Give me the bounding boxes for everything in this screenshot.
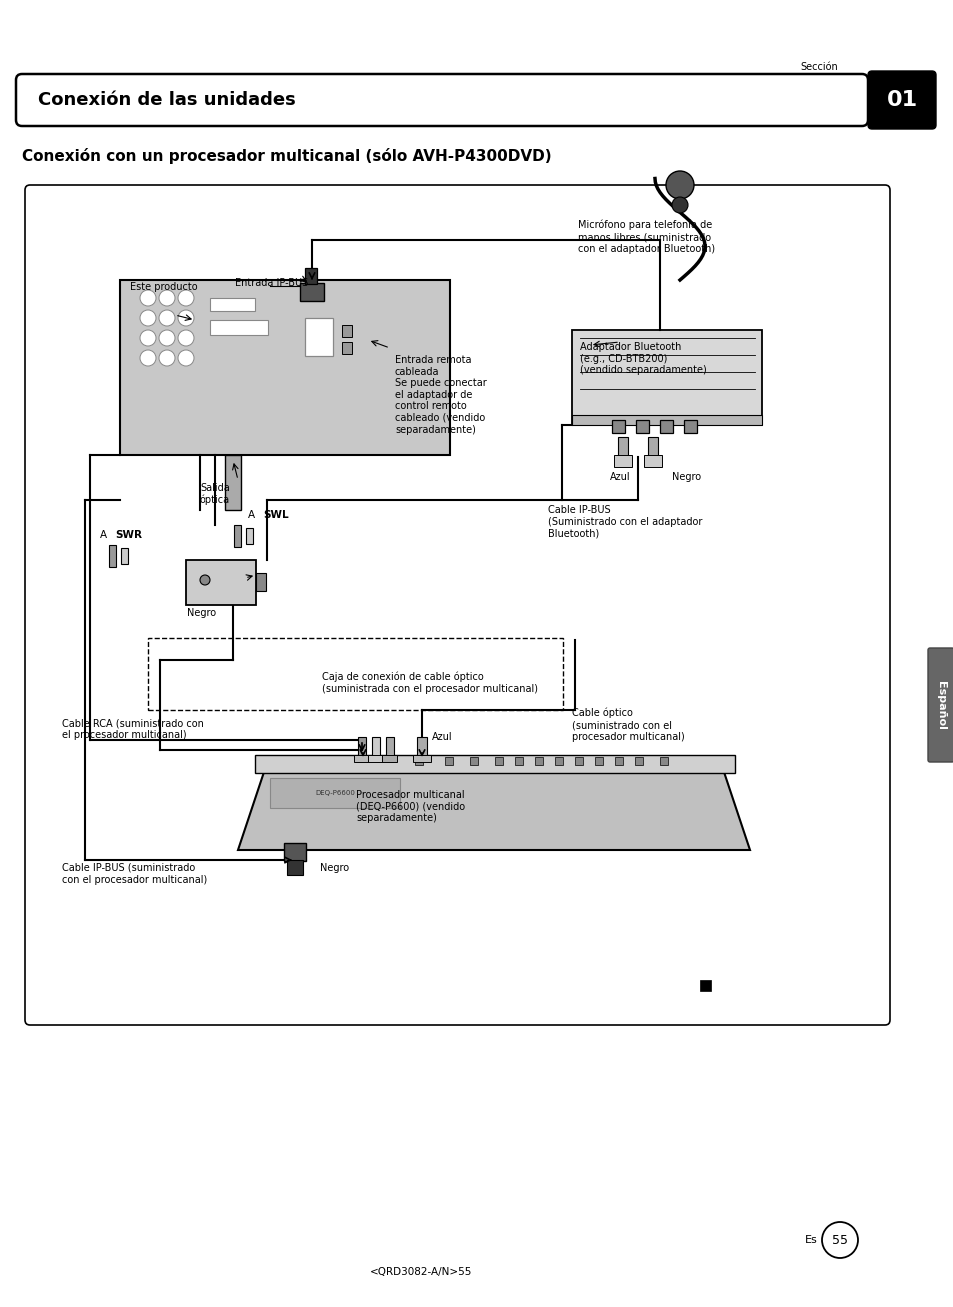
Circle shape <box>665 171 693 199</box>
Text: Sección: Sección <box>800 61 837 72</box>
Circle shape <box>178 290 193 306</box>
Bar <box>572 416 761 425</box>
Circle shape <box>821 1222 857 1259</box>
Bar <box>444 757 453 765</box>
Text: Salida
óptica: Salida óptica <box>200 484 230 506</box>
Bar <box>284 843 306 861</box>
Bar <box>299 284 324 301</box>
Bar <box>575 757 582 765</box>
Bar <box>109 545 116 567</box>
Circle shape <box>140 350 156 366</box>
Bar <box>287 860 303 874</box>
Text: 55: 55 <box>831 1234 847 1247</box>
Text: Micrófono para telefonía de
manos libres (suministrado
con el adaptador Bluetoot: Micrófono para telefonía de manos libres… <box>578 220 715 254</box>
Text: Entrada remota
cableada
Se puede conectar
el adaptador de
control remoto
cablead: Entrada remota cableada Se puede conecta… <box>395 356 486 435</box>
Text: A: A <box>248 510 258 520</box>
Text: Cable IP-BUS (suministrado
con el procesador multicanal): Cable IP-BUS (suministrado con el proces… <box>62 863 207 885</box>
Bar <box>647 437 658 457</box>
Bar <box>381 755 396 762</box>
Text: Conexión de las unidades: Conexión de las unidades <box>38 91 295 108</box>
FancyBboxPatch shape <box>16 74 867 125</box>
Circle shape <box>671 197 687 213</box>
Text: Caja de conexión de cable óptico
(suministrada con el procesador multicanal): Caja de conexión de cable óptico (sumini… <box>322 672 537 694</box>
Bar <box>643 455 661 467</box>
Text: Español: Español <box>935 681 945 729</box>
Bar <box>612 420 624 433</box>
Text: Negro: Negro <box>671 472 700 482</box>
Circle shape <box>159 310 174 325</box>
FancyBboxPatch shape <box>927 648 953 762</box>
Bar <box>225 455 241 510</box>
Bar <box>416 737 427 759</box>
Bar <box>386 737 394 759</box>
Bar <box>354 755 369 762</box>
Bar <box>341 325 352 337</box>
Bar <box>615 757 622 765</box>
Text: Negro: Negro <box>187 608 216 618</box>
Bar <box>683 420 697 433</box>
Bar <box>210 298 254 311</box>
Circle shape <box>140 310 156 325</box>
Bar <box>700 980 710 991</box>
Bar <box>415 757 422 765</box>
Circle shape <box>159 329 174 346</box>
Circle shape <box>159 350 174 366</box>
Text: SWR: SWR <box>115 531 142 540</box>
Bar <box>305 268 316 284</box>
Circle shape <box>178 350 193 366</box>
Bar <box>341 342 352 354</box>
Bar <box>572 329 761 425</box>
Text: Procesador multicanal
(DEQ-P6600) (vendido
separadamente): Procesador multicanal (DEQ-P6600) (vendi… <box>355 789 465 823</box>
Circle shape <box>140 329 156 346</box>
Bar <box>635 757 642 765</box>
Bar <box>357 737 366 759</box>
Bar <box>186 559 255 605</box>
Bar <box>495 757 502 765</box>
Bar <box>372 737 379 759</box>
Bar <box>618 437 627 457</box>
Text: A: A <box>100 531 111 540</box>
Bar <box>595 757 602 765</box>
FancyBboxPatch shape <box>25 186 889 1025</box>
Bar <box>515 757 522 765</box>
Circle shape <box>140 290 156 306</box>
Circle shape <box>200 575 210 586</box>
Text: Este producto: Este producto <box>130 282 197 291</box>
Circle shape <box>178 310 193 325</box>
Bar <box>636 420 648 433</box>
Bar <box>413 755 431 762</box>
Text: Conexión con un procesador multicanal (sólo AVH-P4300DVD): Conexión con un procesador multicanal (s… <box>22 148 551 163</box>
Bar <box>255 572 266 591</box>
Text: 01: 01 <box>885 90 917 110</box>
Text: SWL: SWL <box>263 510 289 520</box>
Bar <box>305 318 333 356</box>
Text: Cable IP-BUS
(Suministrado con el adaptador
Bluetooth): Cable IP-BUS (Suministrado con el adapta… <box>547 505 701 538</box>
Circle shape <box>178 329 193 346</box>
Polygon shape <box>237 759 749 850</box>
Bar <box>470 757 477 765</box>
Bar <box>254 755 734 772</box>
Bar <box>121 548 128 565</box>
Text: Cable óptico
(suministrado con el
procesador multicanal): Cable óptico (suministrado con el proces… <box>572 708 684 741</box>
Circle shape <box>159 290 174 306</box>
Bar <box>614 455 631 467</box>
Bar <box>210 320 268 335</box>
Text: DEQ-P6600: DEQ-P6600 <box>314 789 355 796</box>
Bar <box>659 757 667 765</box>
Text: Azul: Azul <box>432 732 452 742</box>
Bar <box>555 757 562 765</box>
Text: Es: Es <box>804 1235 817 1246</box>
Bar <box>659 420 672 433</box>
Bar <box>233 525 241 548</box>
Text: Cable RCA (suministrado con
el procesador multicanal): Cable RCA (suministrado con el procesado… <box>62 718 204 740</box>
Bar <box>535 757 542 765</box>
Bar <box>246 528 253 544</box>
Bar <box>270 778 399 808</box>
Bar <box>120 280 450 455</box>
Bar <box>368 755 382 762</box>
Text: <QRD3082-A/N>55: <QRD3082-A/N>55 <box>370 1266 472 1277</box>
Text: Adaptador Bluetooth
(e.g., CD-BTB200)
(vendido separadamente): Adaptador Bluetooth (e.g., CD-BTB200) (v… <box>579 342 706 375</box>
Text: Azul: Azul <box>609 472 630 482</box>
Text: Entrada IP-BUS: Entrada IP-BUS <box>234 278 308 288</box>
Text: Negro: Negro <box>319 863 349 873</box>
